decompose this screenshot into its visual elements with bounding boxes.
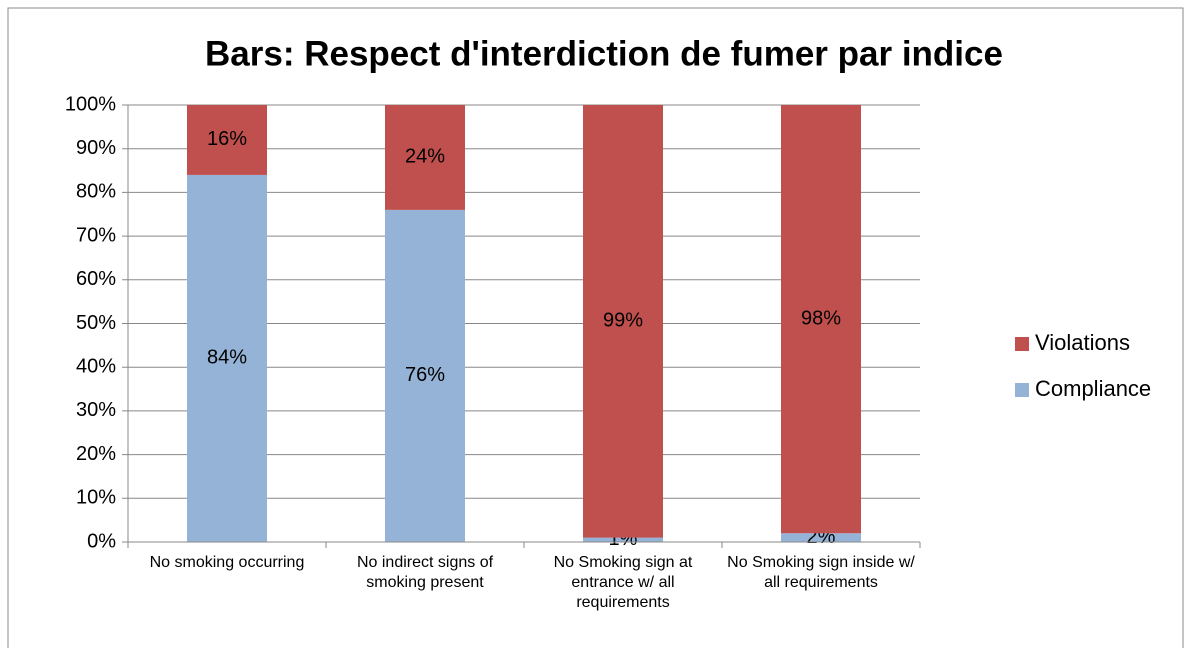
- data-label: 99%: [603, 310, 643, 332]
- y-tick-label: 50%: [76, 312, 116, 334]
- bar-segment: [781, 105, 861, 534]
- y-tick-label: 10%: [76, 487, 116, 509]
- data-label: 98%: [801, 307, 841, 329]
- bar-segment: [583, 105, 663, 538]
- bar-segment: [583, 537, 663, 542]
- data-label: 16%: [207, 128, 247, 150]
- y-tick-label: 20%: [76, 443, 116, 465]
- data-label: 84%: [207, 347, 247, 369]
- x-tick-label: No Smoking sign inside w/ all requiremen…: [727, 554, 915, 591]
- y-tick-label: 60%: [76, 268, 116, 290]
- y-tick-label: 40%: [76, 355, 116, 377]
- legend-label: Violations: [1035, 330, 1130, 355]
- bar-segment: [187, 105, 267, 175]
- bar-segment: [385, 209, 465, 542]
- y-tick-label: 0%: [87, 530, 116, 552]
- y-tick-label: 80%: [76, 181, 116, 203]
- bar-segment: [187, 174, 267, 543]
- legend-swatch: [1015, 383, 1029, 397]
- data-label: 24%: [405, 146, 445, 168]
- x-tick-label: No Smoking sign at entrance w/ all requi…: [553, 554, 693, 611]
- y-tick-label: 100%: [65, 93, 116, 115]
- bar-segment: [385, 105, 465, 210]
- legend-swatch: [1015, 337, 1029, 351]
- chart-title: Bars: Respect d'interdiction de fumer pa…: [205, 34, 1003, 73]
- y-tick-label: 30%: [76, 399, 116, 421]
- y-tick-label: 90%: [76, 137, 116, 159]
- y-tick-label: 70%: [76, 224, 116, 246]
- legend-label: Compliance: [1035, 376, 1151, 401]
- bar-segment: [781, 533, 861, 542]
- x-tick-label: No smoking occurring: [149, 554, 305, 571]
- data-label: 76%: [405, 364, 445, 386]
- x-tick-label: No indirect signs of smoking present: [356, 554, 494, 591]
